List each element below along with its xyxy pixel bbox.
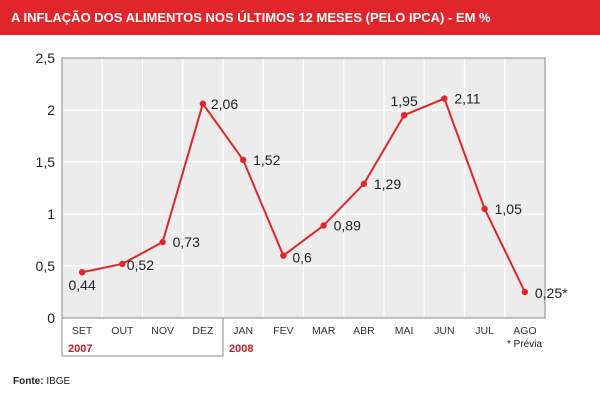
x-tick-label: MAR — [312, 325, 336, 337]
x-tick-label: JUN — [434, 325, 454, 337]
x-tick-label: DEZ — [192, 325, 214, 337]
data-point — [360, 180, 368, 188]
data-point — [441, 95, 448, 102]
x-tick-label: AGO — [513, 325, 536, 337]
data-label: 0,6 — [292, 250, 312, 266]
x-tick-label: ABR — [353, 325, 375, 337]
data-point — [159, 238, 166, 246]
x-tick-label: NOV — [151, 325, 174, 337]
data-point — [78, 269, 86, 276]
data-label: 0,73 — [173, 234, 200, 250]
chart-title: A INFLAÇÃO DOS ALIMENTOS NOS ÚLTIMOS 12 … — [0, 0, 600, 35]
data-label: 1,52 — [253, 152, 280, 168]
data-label: 0,25* — [535, 285, 568, 301]
data-label: 0,52 — [127, 257, 154, 273]
x-tick-label: JAN — [233, 325, 253, 337]
data-label: 0,44 — [69, 277, 96, 293]
data-point — [400, 112, 408, 119]
year-label: 2008 — [229, 343, 253, 355]
data-point — [320, 222, 327, 229]
x-tick-label: OUT — [111, 325, 134, 337]
data-point — [119, 260, 126, 268]
footnote: * Prévia — [507, 339, 542, 350]
data-point — [521, 288, 529, 296]
data-point — [199, 100, 207, 107]
y-tick-label: 0 — [47, 310, 55, 326]
y-tick-label: 1 — [47, 206, 55, 222]
y-tick-label: 1,5 — [36, 154, 56, 170]
y-tick-label: 2,5 — [36, 50, 56, 66]
x-tick-label: SET — [72, 325, 93, 337]
source-value: IBGE — [46, 376, 71, 387]
data-point — [280, 252, 287, 259]
data-point — [239, 156, 247, 164]
source-label: Fonte: — [13, 376, 44, 387]
x-tick-label: FEV — [273, 325, 293, 337]
series-line — [81, 97, 526, 293]
source-note: Fonte: IBGE — [13, 376, 70, 387]
data-label: 1,95 — [391, 93, 418, 109]
x-tick-label: JUL — [475, 325, 494, 337]
y-tick-label: 0,5 — [36, 258, 56, 274]
data-label: 2,06 — [211, 96, 238, 112]
data-label: 1,29 — [374, 176, 401, 192]
y-tick-label: 2 — [47, 102, 55, 118]
data-label: 0,89 — [334, 217, 361, 233]
year-label: 2007 — [68, 343, 92, 355]
data-label: 2,11 — [454, 91, 480, 107]
data-label: 1,05 — [495, 201, 522, 217]
data-point — [481, 205, 488, 212]
x-tick-label: MAI — [395, 325, 414, 337]
